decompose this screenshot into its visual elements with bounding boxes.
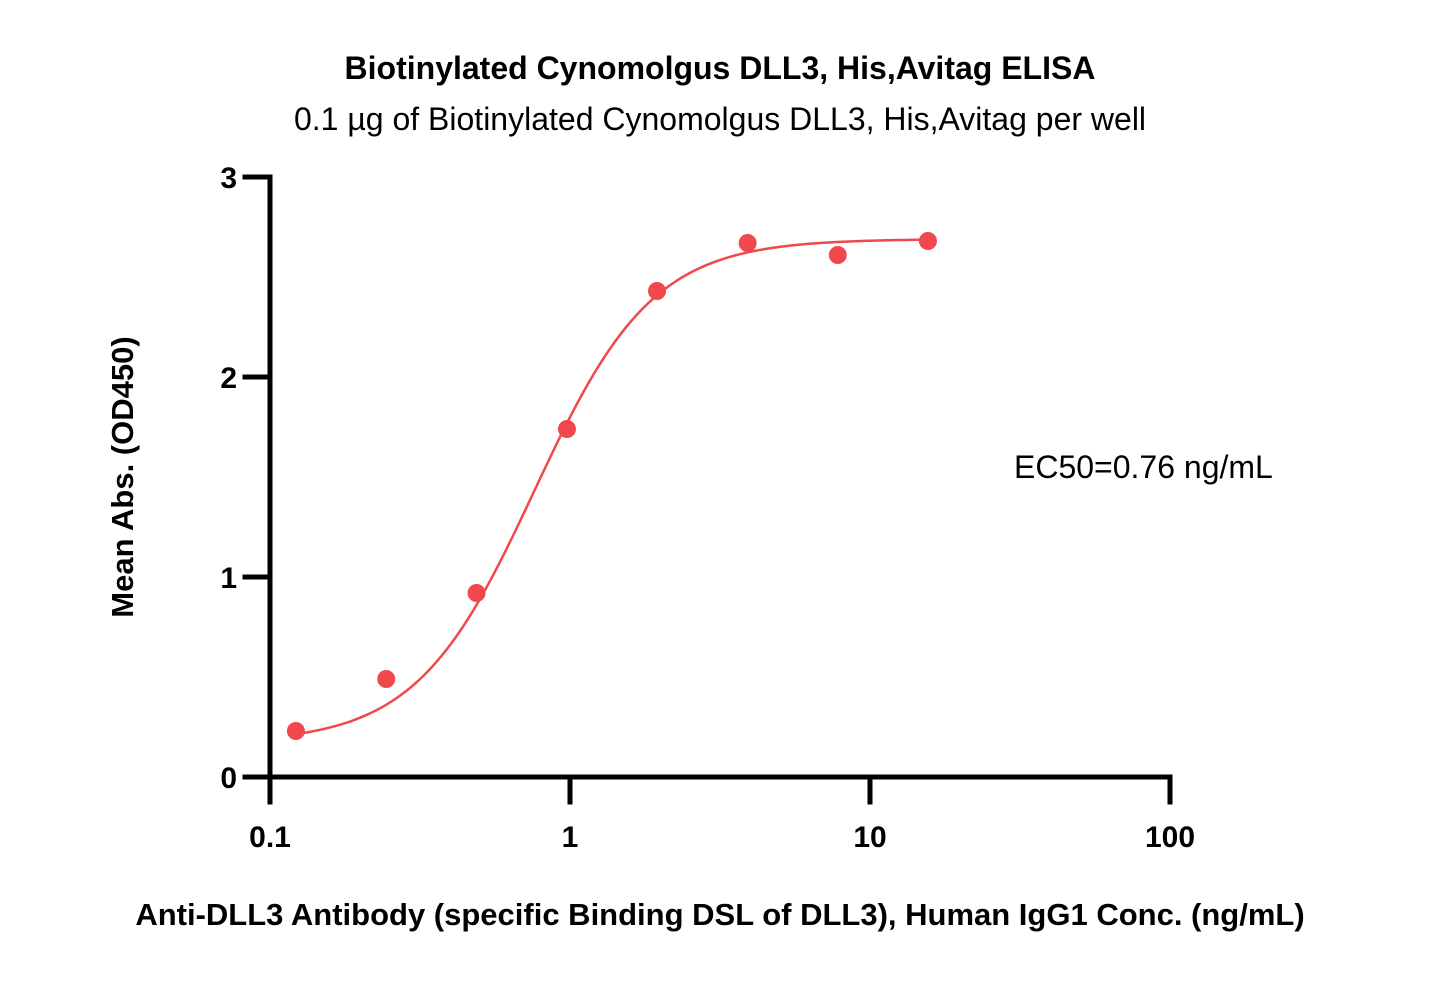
ec50-annotation: EC50=0.76 ng/mL [1014, 449, 1273, 485]
fit-curve [295, 238, 928, 736]
axes: 0 1 2 3 0.1 1 10 100 [220, 162, 1195, 854]
y-axis-title: Mean Abs. (OD450) [105, 336, 140, 617]
data-point [738, 234, 757, 252]
x-tick-label: 100 [1145, 821, 1195, 854]
y-tick-label: 3 [220, 162, 237, 195]
y-tick-label: 0 [220, 762, 237, 795]
y-tick-label: 1 [220, 562, 237, 595]
data-point [648, 282, 667, 300]
data-points-layer [286, 232, 937, 740]
y-tick-label: 2 [220, 362, 237, 395]
x-tick-label: 10 [853, 821, 886, 854]
x-axis-title: Anti-DLL3 Antibody (specific Binding DSL… [135, 897, 1304, 932]
data-point [286, 722, 305, 740]
data-point [377, 670, 396, 688]
x-tick-label: 1 [562, 821, 579, 854]
data-point [918, 232, 937, 250]
data-point [557, 420, 576, 438]
x-tick-label: 0.1 [249, 821, 291, 854]
data-point [828, 246, 847, 264]
fit-curve-layer [295, 238, 928, 736]
chart-title: Biotinylated Cynomolgus DLL3, His,Avitag… [345, 50, 1096, 86]
data-point [467, 584, 486, 602]
chart-subtitle: 0.1 µg of Biotinylated Cynomolgus DLL3, … [294, 101, 1146, 137]
